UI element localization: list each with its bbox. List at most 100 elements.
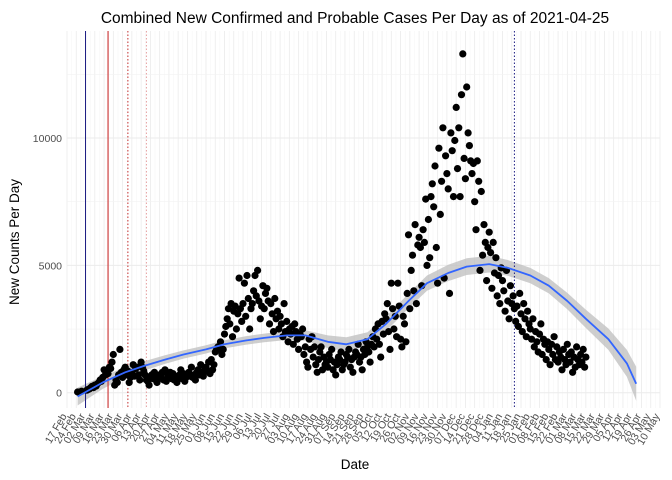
data-point [529,315,537,323]
data-point [283,317,291,325]
data-point [431,162,439,170]
data-point [219,345,227,353]
data-point [244,294,252,303]
data-point [109,350,117,359]
data-point [447,129,455,137]
data-point [550,333,558,341]
data-point [520,300,528,308]
data-point [581,363,589,371]
data-point [375,340,383,348]
data-point [426,254,434,262]
data-point [310,343,319,351]
data-point [399,312,407,320]
data-point [455,124,463,132]
data-point [449,193,458,201]
data-point [424,215,432,224]
data-point [365,348,373,356]
data-point [256,315,264,323]
data-point [136,376,144,384]
data-point [403,289,411,297]
data-point [271,294,279,303]
data-point [566,358,574,366]
data-point [304,363,312,371]
data-point [235,274,243,282]
data-point [191,376,199,384]
data-point [389,305,397,313]
data-point [498,277,507,285]
data-point [383,300,391,308]
data-point [220,330,229,338]
data-point [494,271,503,280]
y-ticks-layer: 0 5000 10000 [33,133,62,400]
data-point [489,238,497,246]
data-point [451,136,459,145]
data-point [254,266,262,274]
data-point [243,271,251,280]
data-point [358,366,366,374]
data-point [377,353,385,361]
data-point [442,152,450,160]
data-point [436,210,444,218]
data-point [410,287,418,295]
data-point [415,233,423,241]
data-point [500,287,508,295]
data-point [514,322,523,331]
data-point [505,315,513,323]
data-point [386,345,394,353]
data-point [537,320,545,328]
data-point [506,282,514,290]
data-point [428,180,436,188]
data-point [267,300,275,308]
confidence-band-layer [77,255,637,406]
data-point [406,305,414,313]
data-point [546,361,554,369]
data-point [535,330,544,338]
data-point [297,333,305,341]
data-point [461,175,469,183]
data-point [480,221,488,229]
data-point [538,350,546,359]
y-axis-title: New Counts Per Day [7,179,22,305]
data-point [479,251,487,259]
data-point [559,345,568,353]
confidence-band [77,255,637,406]
data-point [107,364,115,373]
data-point [153,378,161,387]
data-point [246,325,254,333]
data-point [242,312,250,320]
data-point [332,371,340,379]
data-point [411,221,419,229]
data-point [496,300,504,308]
data-point [398,343,406,351]
data-point [248,300,256,308]
data-point [448,147,456,155]
data-point [345,345,353,353]
data-point [238,317,246,325]
data-point [438,177,446,185]
data-point [240,279,248,287]
data-point [459,50,467,58]
data-point [435,144,443,152]
data-point [187,363,195,371]
chart-title: Combined New Confirmed and Probable Case… [101,10,609,27]
data-point [427,193,435,201]
data-point [228,333,237,341]
data-point [349,368,357,376]
data-point [291,320,299,328]
data-point [260,305,268,313]
data-point [317,343,325,351]
data-point [471,198,479,206]
data-point [465,142,473,150]
data-point [210,361,218,369]
data-point [517,310,525,318]
data-point [394,279,402,287]
data-point [477,187,485,196]
data-point [295,345,303,353]
data-point [573,343,581,351]
data-point [493,292,501,300]
data-point [487,249,495,257]
data-point [524,307,532,315]
data-point [390,325,398,333]
